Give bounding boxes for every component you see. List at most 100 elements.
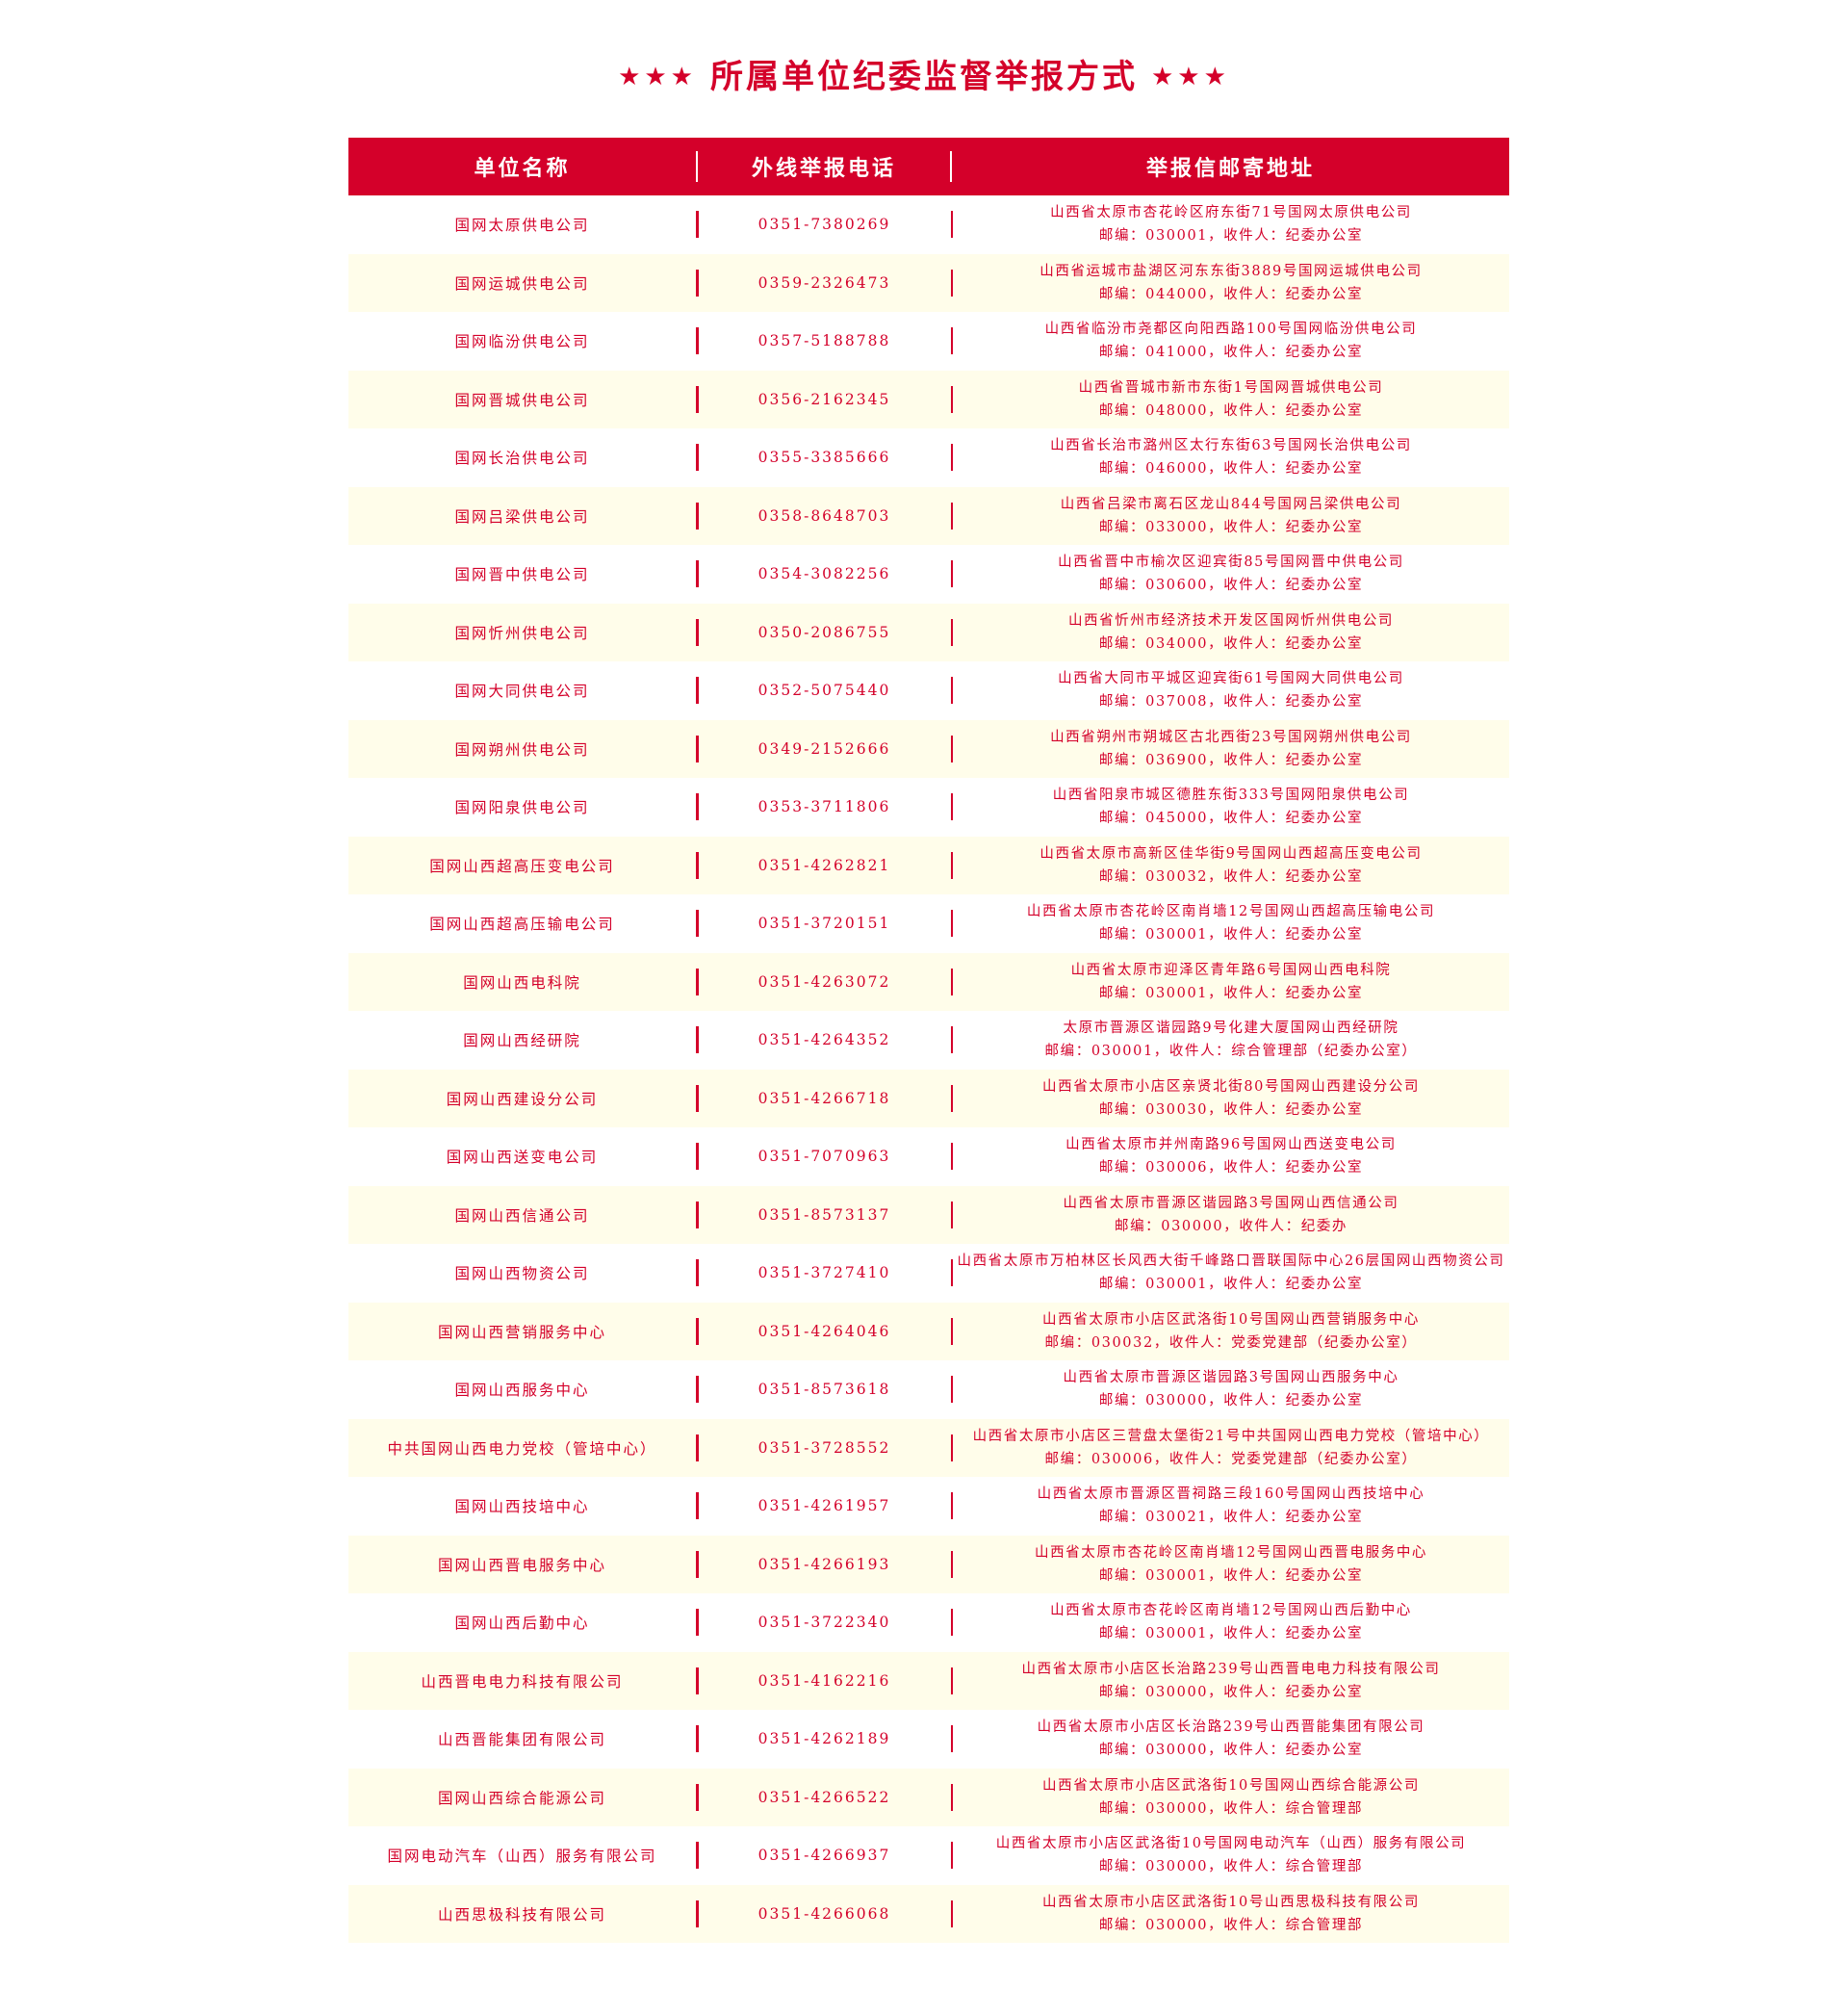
column-divider [950,910,953,938]
table-header: 单位名称 外线举报电话 举报信邮寄地址 [348,138,1509,195]
table-row: 国网山西技培中心 0351-4261957 山西省太原市晋源区晋祠路三段160号国网… [348,1477,1509,1536]
column-divider [950,1900,953,1927]
mailing-address: 山西省太原市小店区三营盘太堡街21号中共国网山西电力党校（管培中心） 邮编：030… [953,1425,1509,1471]
phone-number: 0349-2152666 [757,739,891,758]
mailing-address: 太原市晋源区谐园路9号化建大厦国网山西经研院 邮编：030001，收件人：综合管理… [953,1017,1509,1063]
phone-number: 0351-4263072 [757,972,891,991]
unit-name: 国网忻州供电公司 [454,624,590,642]
postal-line: 邮编：048000，收件人：纪委办公室 [1098,402,1364,419]
address-line: 山西省吕梁市离石区龙山844号国网吕梁供电公司 [1060,496,1402,512]
address-line: 山西省晋城市新市东街1号国网晋城供电公司 [1078,379,1384,396]
phone-number: 0351-7380269 [757,216,891,234]
unit-name: 国网临汾供电公司 [454,333,590,351]
table-row: 国网山西超高压变电公司 0351-4262821 山西省太原市高新区佳华街9号国网山… [348,836,1509,894]
column-divider [950,1550,953,1578]
address-line: 山西省太原市小店区武洛街10号山西思极科技有限公司 [1042,1894,1420,1910]
address-line: 山西省太原市杏花岭区南肖墙12号国网山西超高压输电公司 [1026,904,1436,920]
phone-number: 0351-8573137 [757,1205,891,1224]
address-line: 山西省朔州市朔城区古北西街23号国网朔州供电公司 [1050,729,1412,745]
column-divider [696,1667,699,1694]
column-divider [696,211,699,239]
column-divider [696,1376,699,1404]
column-divider [696,444,699,472]
mailing-address: 山西省太原市小店区亲贤北街80号国网山西建设分公司 邮编：030030，收件人：纪… [953,1075,1509,1122]
table-row: 山西晋电电力科技有限公司 0351-4162216 山西省太原市小店区长治路239号… [348,1651,1509,1710]
column-divider [696,1317,699,1345]
table-row: 国网运城供电公司 0359-2326473 山西省运城市盐湖区河东东街3889号国网… [348,253,1509,312]
table-row: 国网山西综合能源公司 0351-4266522 山西省太原市小店区武洛街10号国网山… [348,1768,1509,1826]
mailing-address: 山西省临汾市尧都区向阳西路100号国网临汾供电公司 邮编：041000，收件人：纪… [953,318,1509,364]
unit-name: 国网山西营销服务中心 [437,1323,606,1341]
postal-line: 邮编：030030，收件人：纪委办公室 [1098,1101,1364,1118]
column-divider [696,560,699,588]
column-divider [950,1259,953,1287]
mailing-address: 山西省吕梁市离石区龙山844号国网吕梁供电公司 邮编：033000，收件人：纪委办… [953,493,1509,539]
address-line: 山西省太原市小店区武洛街10号国网山西营销服务中心 [1042,1311,1420,1328]
header-phone: 外线举报电话 [751,157,896,181]
column-divider [696,1725,699,1753]
column-divider [950,269,953,297]
column-divider [950,211,953,239]
mailing-address: 山西省太原市万柏林区长风西大街千峰路口晋联国际中心26层国网山西物资公司 邮编：0… [953,1250,1509,1296]
column-divider [696,793,699,821]
table-row: 山西思极科技有限公司 0351-4266068 山西省太原市小店区武洛街10号山西思… [348,1884,1509,1943]
mailing-address: 山西省太原市小店区武洛街10号国网电动汽车（山西）服务有限公司 邮编：030000… [953,1832,1509,1878]
column-divider [950,385,953,413]
column-divider [950,1084,953,1112]
address-line: 山西省大同市平城区迎宾街61号国网大同供电公司 [1058,671,1404,687]
mailing-address: 山西省长治市潞州区太行东街63号国网长治供电公司 邮编：046000，收件人：纪委… [953,434,1509,480]
postal-line: 邮编：030000，收件人：纪委办公室 [1098,1684,1364,1700]
table-row: 国网大同供电公司 0352-5075440 山西省大同市平城区迎宾街61号国网大同供… [348,661,1509,720]
table-row: 国网山西服务中心 0351-8573618 山西省太原市晋源区谐园路3号国网山西服务… [348,1360,1509,1419]
column-divider [696,1492,699,1520]
phone-number: 0350-2086755 [757,623,891,641]
unit-name: 国网太原供电公司 [454,217,590,235]
column-divider [950,1842,953,1870]
column-divider [950,1492,953,1520]
phone-number: 0359-2326473 [757,273,891,292]
address-line: 山西省太原市晋源区谐园路3号国网山西服务中心 [1063,1370,1399,1386]
column-divider [696,1900,699,1927]
address-line: 山西省太原市高新区佳华街9号国网山西超高压变电公司 [1040,845,1423,862]
contact-table: 单位名称 外线举报电话 举报信邮寄地址 国网太原供电公司 0351-7380269… [348,138,1509,1943]
unit-name: 山西思极科技有限公司 [437,1905,606,1924]
phone-number: 0358-8648703 [757,506,891,525]
mailing-address: 山西省大同市平城区迎宾街61号国网大同供电公司 邮编：037008，收件人：纪委办… [953,667,1509,713]
postal-line: 邮编：030001，收件人：综合管理部（纪委办公室） [1044,1044,1418,1060]
table-row: 国网临汾供电公司 0357-5188788 山西省临汾市尧都区向阳西路100号国网临… [348,312,1509,371]
mailing-address: 山西省太原市杏花岭区府东街71号国网太原供电公司 邮编：030001，收件人：纪委… [953,201,1509,247]
mailing-address: 山西省运城市盐湖区河东东街3889号国网运城供电公司 邮编：044000，收件人：… [953,260,1509,306]
column-divider [950,851,953,879]
table-row: 国网电动汽车（山西）服务有限公司 0351-4266937 山西省太原市小店区武洛街… [348,1826,1509,1885]
table-row: 国网晋中供电公司 0354-3082256 山西省晋中市榆次区迎宾街85号国网晋中供… [348,545,1509,604]
phone-number: 0351-3727410 [757,1264,891,1282]
mailing-address: 山西省太原市高新区佳华街9号国网山西超高压变电公司 邮编：030032，收件人：纪… [953,842,1509,889]
postal-line: 邮编：030000，收件人：纪委办公室 [1098,1393,1364,1409]
column-divider [696,1609,699,1637]
phone-number: 0351-3728552 [757,1438,891,1457]
column-divider [696,1434,699,1461]
postal-line: 邮编：033000，收件人：纪委办公室 [1098,519,1364,535]
column-divider [950,1667,953,1694]
table-row: 国网山西经研院 0351-4264352 太原市晋源区谐园路9号化建大厦国网山西经研… [348,1011,1509,1070]
column-divider [696,677,699,705]
postal-line: 邮编：030600，收件人：纪委办公室 [1098,578,1364,594]
unit-name: 国网运城供电公司 [454,274,590,293]
table-row: 国网太原供电公司 0351-7380269 山西省太原市杏花岭区府东街71号国网太原… [348,195,1509,254]
column-divider [696,1084,699,1112]
mailing-address: 山西省太原市小店区长治路239号山西晋能集团有限公司 邮编：030000，收件人：… [953,1716,1509,1762]
table-row: 国网山西物资公司 0351-3727410 山西省太原市万柏林区长风西大街千峰路口晋… [348,1244,1509,1303]
column-divider [696,1259,699,1287]
column-divider [950,1725,953,1753]
postal-line: 邮编：034000，收件人：纪委办公室 [1098,635,1364,652]
table-row: 山西晋能集团有限公司 0351-4262189 山西省太原市小店区长治路239号山西… [348,1710,1509,1769]
unit-name: 山西晋电电力科技有限公司 [421,1672,624,1691]
table-row: 国网朔州供电公司 0349-2152666 山西省朔州市朔城区古北西街23号国网朔州… [348,719,1509,778]
column-divider [950,327,953,355]
address-line: 山西省太原市并州南路96号国网山西送变电公司 [1065,1137,1397,1153]
column-divider [950,1143,953,1171]
phone-number: 0354-3082256 [757,565,891,583]
unit-name: 国网山西超高压变电公司 [429,857,615,875]
mailing-address: 山西省太原市并州南路96号国网山西送变电公司 邮编：030006，收件人：纪委办公… [953,1133,1509,1179]
column-divider [950,444,953,472]
